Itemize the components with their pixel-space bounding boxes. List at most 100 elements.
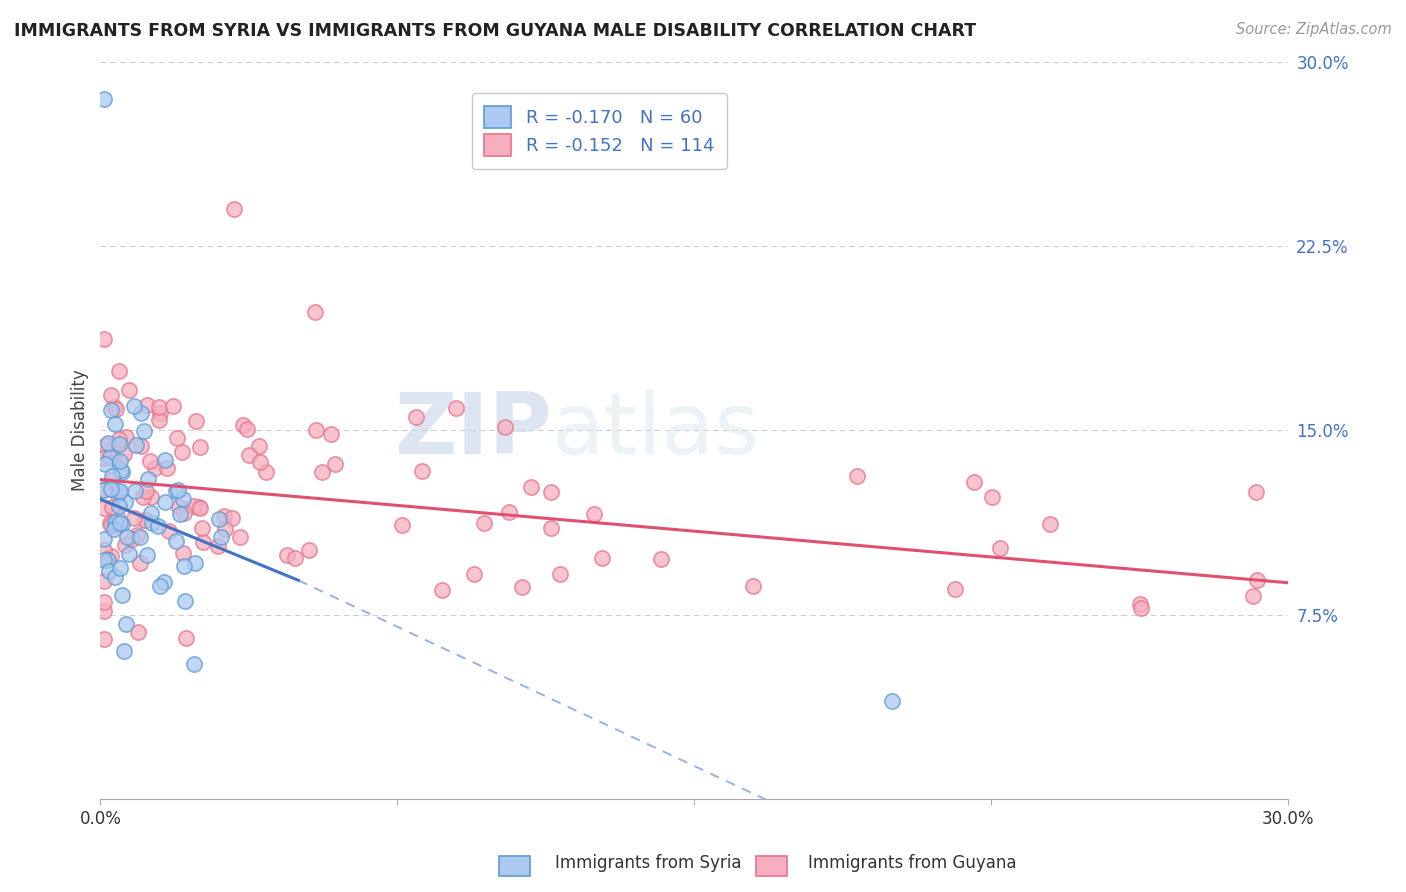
Point [107, 484, 129, 499]
Point [118, 547, 141, 561]
Point [183, 657, 205, 671]
Point [131, 490, 153, 504]
Point [323, 457, 346, 471]
Point [232, 417, 254, 432]
Point [188, 500, 211, 515]
Point [319, 426, 342, 441]
Point [114, 616, 136, 631]
Point [1039, 516, 1062, 531]
Point [222, 202, 245, 217]
Point [108, 454, 131, 468]
Point [104, 570, 127, 584]
Point [94, 457, 117, 471]
Point [249, 455, 271, 469]
Point [193, 535, 215, 549]
Point [134, 513, 156, 527]
Point [108, 436, 131, 450]
Point [122, 511, 145, 525]
Point [108, 500, 131, 514]
Point [166, 431, 188, 445]
Point [1244, 484, 1267, 499]
Point [212, 508, 235, 523]
Point [880, 693, 903, 707]
Point [1130, 601, 1153, 615]
Point [108, 432, 131, 446]
Point [93, 595, 115, 609]
Point [284, 551, 307, 566]
Point [117, 530, 139, 544]
Text: IMMIGRANTS FROM SYRIA VS IMMIGRANTS FROM GUYANA MALE DISABILITY CORRELATION CHAR: IMMIGRANTS FROM SYRIA VS IMMIGRANTS FROM… [14, 22, 976, 40]
Point [104, 516, 127, 531]
Point [136, 472, 159, 486]
Point [127, 625, 149, 640]
Point [93, 553, 115, 567]
Point [101, 448, 124, 462]
Point [98, 450, 121, 464]
Point [172, 445, 194, 459]
Point [165, 483, 187, 498]
Point [104, 516, 127, 530]
Point [111, 588, 134, 602]
Point [304, 305, 326, 319]
Point [93, 632, 115, 646]
Point [276, 548, 298, 562]
Point [93, 543, 115, 558]
Point [97, 435, 120, 450]
Point [498, 505, 520, 519]
Point [103, 522, 125, 536]
Point [146, 519, 169, 533]
Point [98, 516, 121, 531]
Point [411, 464, 433, 478]
Point [115, 429, 138, 443]
Point [93, 574, 115, 588]
Point [128, 556, 150, 570]
Point [405, 410, 427, 425]
Point [139, 506, 162, 520]
Point [117, 383, 139, 397]
Point [166, 483, 188, 497]
Point [104, 518, 127, 533]
Point [188, 500, 211, 515]
Point [520, 480, 543, 494]
Point [247, 439, 270, 453]
Point [100, 483, 122, 497]
Point [93, 451, 115, 466]
Point [298, 542, 321, 557]
Point [97, 553, 120, 567]
Point [846, 469, 869, 483]
Point [157, 524, 180, 538]
Point [153, 453, 176, 467]
Point [112, 447, 135, 461]
Point [143, 461, 166, 475]
Point [184, 414, 207, 428]
Point [111, 516, 134, 531]
Point [174, 594, 197, 608]
Point [93, 500, 115, 515]
Point [463, 566, 485, 581]
Text: Immigrants from Syria: Immigrants from Syria [555, 855, 742, 872]
Point [148, 413, 170, 427]
Point [93, 604, 115, 618]
Point [162, 400, 184, 414]
Point [134, 513, 156, 527]
Point [188, 441, 211, 455]
Point [108, 516, 131, 530]
Point [121, 532, 143, 546]
Point [107, 487, 129, 501]
Point [104, 417, 127, 432]
Point [238, 448, 260, 462]
Point [304, 423, 326, 437]
Point [472, 516, 495, 530]
Point [236, 422, 259, 436]
Point [129, 406, 152, 420]
Point [229, 530, 252, 544]
Point [96, 552, 118, 566]
Point [166, 534, 188, 549]
Point [103, 401, 125, 415]
Point [108, 364, 131, 378]
Text: Immigrants from Guyana: Immigrants from Guyana [808, 855, 1017, 872]
Point [125, 437, 148, 451]
Point [110, 463, 132, 477]
Y-axis label: Male Disability: Male Disability [72, 369, 89, 491]
Point [111, 465, 134, 479]
